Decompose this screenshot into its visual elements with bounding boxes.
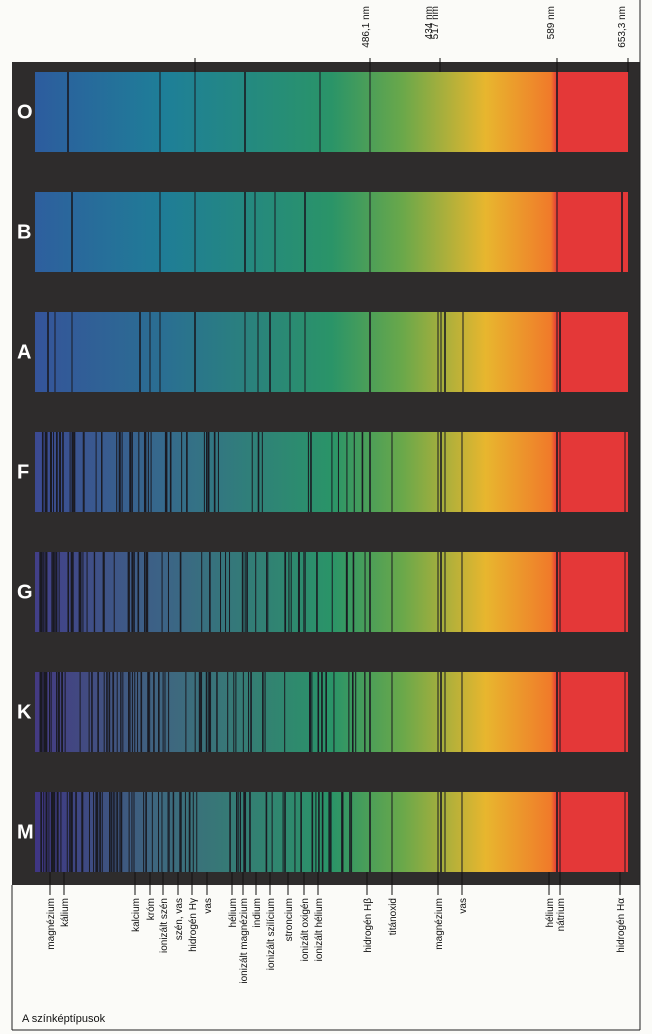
spectrum	[35, 72, 628, 152]
spectral-type: G	[17, 581, 33, 603]
element-label: ionizált oxigén	[300, 898, 311, 961]
element-label: vas	[203, 898, 214, 914]
spectrum	[35, 552, 628, 632]
spectral-type: A	[17, 341, 31, 363]
element-label: ionizált magnézium	[239, 898, 250, 984]
element-label: hidrogén Hα	[616, 898, 627, 953]
element-label: nátrium	[556, 898, 567, 931]
spectral-type: B	[17, 221, 31, 243]
element-label: indium	[252, 898, 263, 927]
wavelength-label: 434 nm	[424, 6, 435, 39]
element-label: szén, vas	[174, 898, 185, 940]
element-label: ionizált szilícium	[266, 898, 277, 970]
spectrum	[35, 312, 628, 392]
wavelength-label: 653,3 nm	[617, 6, 628, 48]
element-label: hélium	[545, 898, 556, 927]
element-label: ionizált hélium	[314, 898, 325, 961]
wavelength-label: 517 nm	[430, 6, 441, 39]
spectrum	[35, 672, 628, 752]
spectral-type: K	[17, 701, 32, 723]
element-label: kálium	[60, 898, 71, 927]
element-label: magnézium	[434, 898, 445, 950]
element-label: króm	[146, 898, 157, 920]
spectral-type: M	[17, 821, 34, 843]
element-label: magnézium	[46, 898, 57, 950]
element-label: hélium	[228, 898, 239, 927]
spectral-type: O	[17, 101, 33, 123]
element-label: hidrogén Hγ	[188, 898, 199, 952]
wavelength-label: 486,1 nm	[361, 6, 372, 48]
wavelength-label: 589 nm	[546, 6, 557, 39]
element-label: kalcium	[131, 898, 142, 932]
element-label: titánoxid	[388, 898, 399, 935]
element-label: ionizált szén	[159, 898, 170, 953]
element-label: hidrogén Hβ	[363, 898, 374, 953]
caption: A színképtípusok	[22, 1013, 106, 1025]
element-label: stroncium	[284, 898, 295, 941]
element-label: vas	[458, 898, 469, 914]
spectrum	[35, 192, 628, 272]
spectral-type: F	[17, 461, 29, 483]
